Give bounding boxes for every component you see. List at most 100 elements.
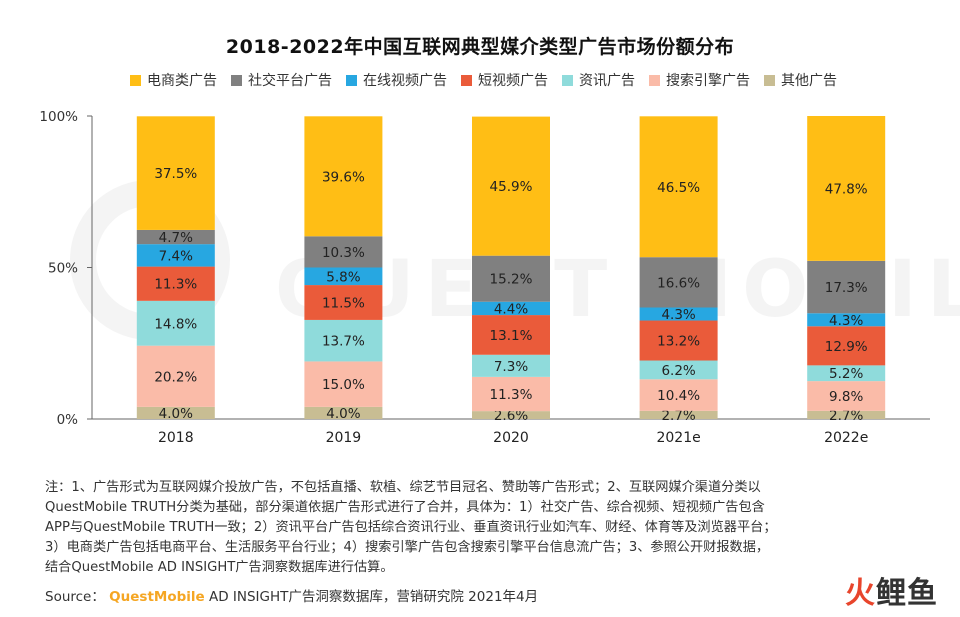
data-label: 10.3%: [322, 245, 365, 261]
y-tick-label: 0%: [57, 412, 79, 428]
logo-char: 鲤: [876, 576, 907, 611]
data-label: 5.2%: [829, 366, 863, 382]
bar-segment: [639, 307, 718, 321]
x-tick-label: 2022e: [824, 430, 868, 446]
bar-segment: [136, 300, 215, 346]
data-label: 11.3%: [490, 387, 533, 403]
y-tick-label: 100%: [39, 109, 78, 125]
bar-segment: [472, 301, 550, 316]
data-label: 16.6%: [657, 275, 700, 291]
legend-swatch: [562, 74, 573, 86]
bar-segment: [472, 116, 550, 256]
data-label: 37.5%: [154, 166, 197, 182]
bar-segment: [304, 285, 383, 320]
source-line: Source： QuestMobile AD INSIGHT广告洞察数据库，营销…: [45, 585, 538, 605]
data-label: 4.0%: [159, 406, 193, 422]
source-prefix: Source：: [45, 589, 105, 605]
data-label: 7.3%: [494, 359, 528, 375]
bar-segment: [639, 257, 718, 308]
y-tick-label: 50%: [48, 261, 78, 277]
x-tick-label: 2019: [326, 430, 362, 446]
data-label: 4.0%: [326, 406, 360, 422]
legend-swatch: [231, 74, 242, 86]
bar-segment: [639, 320, 718, 361]
bar-segment: [807, 260, 886, 314]
bar-segment: [304, 116, 383, 237]
bar-segment: [304, 236, 383, 268]
data-label: 39.6%: [322, 169, 365, 185]
data-label: 15.2%: [490, 272, 533, 288]
source-brand: QuestMobile: [109, 589, 205, 605]
legend-item: 社交平台广告: [231, 70, 332, 90]
data-label: 12.9%: [825, 339, 868, 355]
data-label: 9.8%: [829, 389, 863, 405]
data-label: 7.4%: [159, 248, 193, 264]
legend-label: 电商类广告: [147, 73, 217, 89]
legend-item: 电商类广告: [130, 70, 217, 90]
data-label: 5.8%: [326, 269, 360, 285]
legend-swatch: [649, 74, 660, 86]
bar-segment: [136, 244, 215, 267]
footnote-line: 3）电商类广告包括电商平台、生活服务平台行业；4）搜索引擎广告包含搜索引擎平台信…: [45, 540, 770, 555]
data-label: 2.7%: [829, 408, 863, 424]
footnote-line: 结合QuestMobile AD INSIGHT广告洞察数据库进行估算。: [45, 560, 394, 575]
bar-segment: [136, 266, 215, 301]
bar-segment: [639, 360, 718, 380]
legend-label: 短视频广告: [478, 73, 548, 89]
legend-label: 搜索引擎广告: [666, 73, 750, 89]
bar-segment: [472, 376, 550, 412]
brand-logo: 火鲤鱼: [845, 568, 938, 612]
bar-segment: [136, 345, 215, 407]
data-label: 10.4%: [657, 388, 700, 404]
bar-segment: [472, 411, 550, 419]
data-label: 2.6%: [494, 408, 528, 424]
legend-item: 资讯广告: [562, 70, 635, 90]
data-label: 14.8%: [154, 316, 197, 332]
bar-segment: [807, 410, 886, 419]
bar-segment: [639, 379, 718, 411]
legend-swatch: [764, 74, 775, 86]
footnote-line: 注：1、广告形式为互联网媒介投放广告，不包括直播、软植、综艺节目冠名、赞助等广告…: [45, 480, 761, 495]
logo-char: 鱼: [907, 576, 938, 611]
x-tick-label: 2018: [158, 430, 194, 446]
bar-segment: [136, 406, 215, 419]
data-label: 4.3%: [661, 307, 695, 323]
bar-segment: [472, 315, 550, 355]
data-label: 11.3%: [154, 277, 197, 293]
bar-segment: [304, 267, 383, 286]
bar-segment: [472, 255, 550, 302]
data-label: 13.1%: [490, 328, 533, 344]
bar-segment: [807, 116, 886, 261]
data-label: 15.0%: [322, 377, 365, 393]
legend-swatch: [346, 74, 357, 86]
bar-segment: [807, 326, 886, 366]
bar-segment: [472, 354, 550, 377]
bar-segment: [136, 229, 215, 245]
legend-label: 在线视频广告: [363, 73, 447, 89]
legend: 电商类广告 社交平台广告 在线视频广告 短视频广告 资讯广告 搜索引擎广告 其他广告: [130, 69, 890, 91]
data-label: 4.3%: [829, 313, 863, 329]
bar-segment: [807, 381, 886, 411]
legend-item: 短视频广告: [461, 70, 548, 90]
bar-segment: [304, 319, 383, 362]
bar-segment: [807, 365, 886, 382]
legend-label: 资讯广告: [579, 73, 635, 89]
data-label: 11.5%: [322, 295, 365, 311]
legend-swatch: [461, 74, 472, 86]
data-label: 17.3%: [825, 280, 868, 296]
data-label: 2.7%: [661, 408, 695, 424]
data-label: 13.7%: [322, 334, 365, 350]
logo-char: 火: [845, 576, 876, 611]
data-label: 47.8%: [825, 181, 868, 197]
legend-item: 搜索引擎广告: [649, 70, 750, 90]
legend-swatch: [130, 74, 141, 86]
data-label: 45.9%: [490, 179, 533, 195]
footnote-line: QuestMobile TRUTH分类为基础，部分渠道依据广告形式进行了合并，具…: [45, 500, 765, 515]
legend-item: 在线视频广告: [346, 70, 447, 90]
bar-segment: [639, 116, 718, 258]
legend-label: 社交平台广告: [248, 73, 332, 89]
bar-segment: [304, 406, 383, 419]
source-text: AD INSIGHT广告洞察数据库，营销研究院 2021年4月: [208, 589, 539, 605]
x-tick-label: 2021e: [656, 430, 700, 446]
